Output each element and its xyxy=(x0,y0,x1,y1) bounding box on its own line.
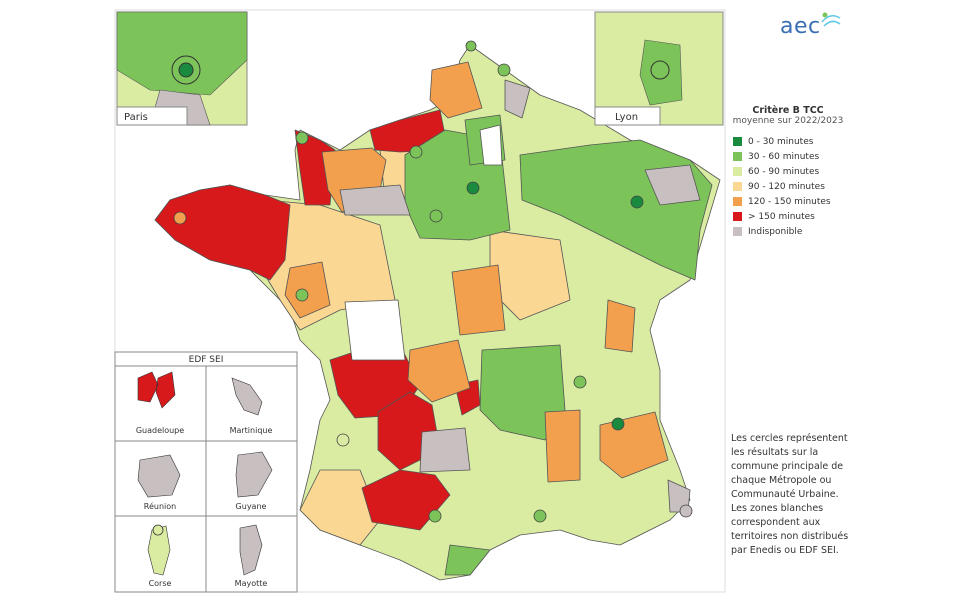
region xyxy=(604,299,636,353)
sei-panel: EDF SEI Guadeloupe Martinique Réunion Gu… xyxy=(114,351,298,593)
legend-item: > 150 minutes xyxy=(728,209,848,224)
region xyxy=(419,427,471,473)
territory-label: Martinique xyxy=(230,426,273,435)
city-circle xyxy=(173,211,187,225)
region xyxy=(339,184,411,216)
legend-item: Indisponible xyxy=(728,224,848,239)
territory-label: Guyane xyxy=(236,502,267,511)
region xyxy=(451,264,506,336)
legend-swatch xyxy=(733,167,742,176)
inset-label: Lyon xyxy=(615,112,638,123)
region xyxy=(429,61,483,119)
city-circle xyxy=(497,63,511,77)
region xyxy=(444,544,491,576)
sei-title: EDF SEI xyxy=(189,355,224,365)
legend-label: 120 - 150 minutes xyxy=(748,196,831,207)
legend-swatch xyxy=(733,152,742,161)
region xyxy=(479,344,566,441)
legend-swatch xyxy=(733,212,742,221)
legend-title: Critère B TCC xyxy=(752,105,824,116)
region xyxy=(479,124,503,166)
region xyxy=(154,184,291,281)
city-circle xyxy=(295,131,309,145)
city-circle xyxy=(336,433,350,447)
lyon-inset: Lyon xyxy=(594,11,724,126)
city-circle xyxy=(465,40,477,52)
legend-label: Indisponible xyxy=(748,226,803,237)
legend-label: 30 - 60 minutes xyxy=(748,151,820,162)
city-circle xyxy=(630,195,644,209)
territory-label: Mayotte xyxy=(235,579,268,588)
legend-swatch xyxy=(733,197,742,206)
city-circle xyxy=(679,504,693,518)
legend-swatch xyxy=(733,227,742,236)
territory-label: Réunion xyxy=(144,501,176,511)
legend-item: 60 - 90 minutes xyxy=(728,164,848,179)
legend-swatch xyxy=(733,137,742,146)
region xyxy=(294,129,336,206)
city-circle xyxy=(428,509,442,523)
region xyxy=(284,261,331,319)
legend-item: 90 - 120 minutes xyxy=(728,179,848,194)
city-circle xyxy=(466,181,480,195)
logo-dot xyxy=(822,12,828,18)
region xyxy=(344,299,406,361)
region xyxy=(361,469,451,531)
region xyxy=(407,339,471,403)
note: Les cercles représentent les résultats s… xyxy=(731,433,849,556)
legend-label: 60 - 90 minutes xyxy=(748,166,820,177)
region xyxy=(504,79,531,119)
legend-items: 0 - 30 minutes 30 - 60 minutes 60 - 90 min… xyxy=(728,134,848,239)
city-circle xyxy=(611,417,625,431)
legend-subtitle: moyenne sur 2022/2023 xyxy=(732,116,844,126)
brand: aec xyxy=(780,14,821,39)
city-circle xyxy=(533,509,547,523)
territory-label: Guadeloupe xyxy=(136,426,184,435)
legend-swatch xyxy=(733,182,742,191)
legend-item: 30 - 60 minutes xyxy=(728,149,848,164)
region xyxy=(544,409,581,483)
territory-label: Corse xyxy=(149,579,172,588)
city-circle xyxy=(429,209,443,223)
paris-inset: Paris xyxy=(116,11,248,126)
legend-label: 0 - 30 minutes xyxy=(748,136,814,147)
legend-label: > 150 minutes xyxy=(748,211,815,222)
region xyxy=(644,164,701,206)
legend: Critère B TCC moyenne sur 2022/2023 0 - … xyxy=(728,105,848,239)
legend-item: 0 - 30 minutes xyxy=(728,134,848,149)
inset-label: Paris xyxy=(124,112,148,123)
city-circle xyxy=(295,288,309,302)
logo-mark xyxy=(821,15,841,27)
city-circle xyxy=(573,375,587,389)
city-circle xyxy=(409,145,423,159)
legend-item: 120 - 150 minutes xyxy=(728,194,848,209)
legend-label: 90 - 120 minutes xyxy=(748,181,825,192)
